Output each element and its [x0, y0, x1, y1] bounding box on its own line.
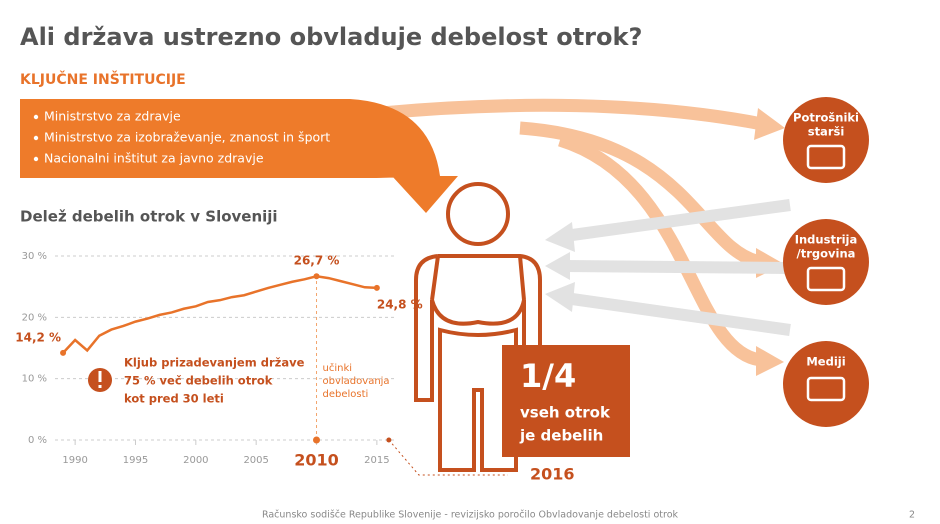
- grey-arrowheads: [545, 222, 575, 312]
- value-label: 14,2 %: [15, 330, 61, 344]
- target-icon: [806, 144, 846, 170]
- target-label: starši: [808, 125, 845, 139]
- arrow: [564, 260, 791, 274]
- fact-fraction: 1/4: [520, 357, 576, 395]
- target-circle: [783, 341, 869, 427]
- target-label: Mediji: [806, 355, 845, 369]
- page-title: Ali država ustrezno obvladuje debelost o…: [20, 23, 642, 51]
- year-link: [388, 439, 508, 476]
- y-tick-label: 10 %: [22, 374, 47, 385]
- warning-mark: [98, 371, 102, 382]
- data-point: [60, 349, 67, 356]
- arrowhead: [545, 282, 575, 312]
- institution: Ministrstvo za izobraževanje, znanost in…: [44, 130, 330, 145]
- x-tick-label: 1995: [123, 455, 148, 466]
- bullet: [33, 156, 39, 162]
- arrow: [564, 292, 791, 336]
- warning-text: kot pred 30 leti: [124, 392, 224, 406]
- target-circle: [783, 97, 869, 183]
- institution: Ministrstvo za zdravje: [44, 109, 181, 124]
- y-tick-label: 30 %: [22, 251, 47, 262]
- institutions-list: Ministrstvo za zdravje Ministrstvo za izo…: [33, 109, 330, 166]
- y-tick-label: 0 %: [28, 435, 47, 446]
- bullet: [33, 114, 39, 120]
- section-title: KLJUČNE INŠTITUCIJE: [20, 70, 186, 88]
- institutions-banner: [20, 99, 458, 213]
- x-tick-label: 2010: [294, 451, 339, 470]
- fact-line: vseh otrok: [520, 404, 611, 422]
- value-label: 24,8 %: [377, 297, 423, 311]
- arrowhead: [754, 108, 785, 140]
- target-icon: [806, 376, 846, 402]
- footer: Računsko sodišče Republike Slovenije - r…: [262, 510, 679, 521]
- highlight-dot: [313, 436, 321, 444]
- target-label: Industrija: [795, 233, 858, 247]
- arrowhead: [545, 222, 575, 252]
- x-tick-label: 2000: [183, 455, 208, 466]
- y-tick-label: 20 %: [22, 312, 47, 323]
- data-point: [373, 284, 380, 291]
- x-tick-label: 2015: [364, 455, 389, 466]
- data-point: [313, 273, 320, 280]
- page-number: 2: [909, 510, 915, 521]
- warning-text: Kljub prizadevanjem države: [124, 356, 305, 370]
- x-tick-label: 2005: [243, 455, 268, 466]
- target-label: /trgovina: [797, 247, 856, 261]
- line-chart: 0 % 10 % 20 % 30 % 1990 1995 2000 2005 2010 2015 u…: [15, 251, 574, 484]
- head: [446, 182, 510, 246]
- effect-note: obvladovanja: [323, 376, 390, 387]
- data-line: [62, 274, 377, 354]
- target-icon: [806, 266, 846, 292]
- warning-dot: [98, 385, 102, 388]
- arrow: [564, 199, 791, 242]
- grey-arrows: [564, 199, 791, 336]
- target-label: Potrošniki: [793, 111, 859, 125]
- chart-title: Delež debelih otrok v Sloveniji: [20, 208, 278, 226]
- target-circle: [783, 219, 869, 305]
- fact-line: je debelih: [519, 427, 603, 445]
- fact-box: [502, 345, 630, 457]
- year-label: 2016: [530, 465, 575, 484]
- arrow: [519, 121, 762, 269]
- warning-text: 75 % več debelih otrok: [124, 374, 273, 388]
- arrowhead: [756, 346, 784, 376]
- institution: Nacionalni inštitut za javno zdravje: [44, 151, 264, 166]
- arrowhead: [545, 252, 570, 280]
- bullet: [33, 135, 39, 141]
- x-tick-label: 1990: [62, 455, 87, 466]
- effect-note: učinki: [323, 362, 353, 374]
- value-label: 26,7 %: [294, 254, 340, 268]
- arrow: [359, 98, 764, 131]
- effect-note: debelosti: [323, 389, 369, 400]
